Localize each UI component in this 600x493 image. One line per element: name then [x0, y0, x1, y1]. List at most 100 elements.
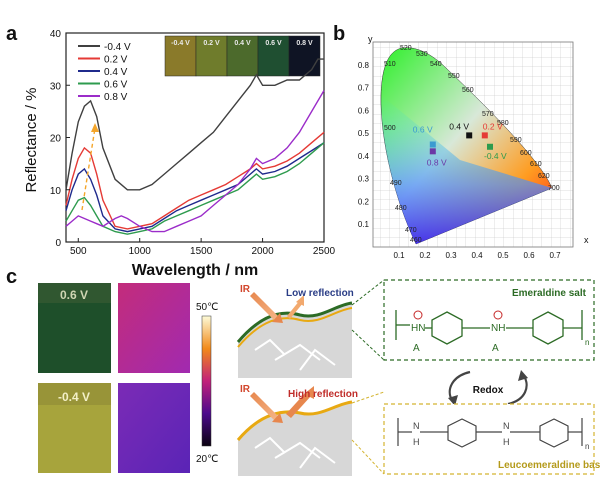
inset-swatch-1	[195, 35, 228, 77]
y-tick-label-1: 10	[50, 186, 62, 197]
n1-label: N	[413, 421, 420, 431]
series-line-3	[65, 142, 325, 235]
schematic-low-reflection: IR Low reflection	[236, 284, 354, 378]
emeraldine-label: Emeraldine salt	[512, 288, 587, 299]
plus-charge-2	[493, 310, 503, 320]
redox-cycle: Redox	[448, 370, 528, 406]
locus-label-3: 540	[430, 61, 442, 68]
high-reflection-label: High reflection	[288, 389, 358, 400]
panel-label-b: b	[333, 23, 345, 45]
color-inset: -0.4 V 0.2 V 0.4 V 0.6 V 0.8 V	[164, 35, 321, 77]
cie-y-tick-label-0: 0.1	[358, 220, 370, 229]
ir-arrow-out-top	[287, 300, 303, 319]
cie-y-label: y	[368, 34, 373, 44]
cie-x-tick-label-4: 0.5	[497, 251, 509, 260]
panel-label-c: c	[6, 266, 17, 288]
ir-label-bottom: IR	[240, 384, 251, 395]
y-tick-label-4: 40	[50, 29, 62, 40]
cie-x-tick-label-0: 0.1	[393, 251, 405, 260]
cie-y-tick-label-7: 0.8	[358, 61, 370, 70]
legend-label-1: 0.2 V	[104, 55, 128, 66]
locus-label-13: 700	[548, 185, 560, 192]
axis-ticks: 500 1000 1500 2000 2500 0 10 20 30 40	[50, 29, 336, 257]
cie-x-tick-label-2: 0.3	[445, 251, 457, 260]
series-line-2	[65, 142, 325, 233]
locus-label-10: 600	[520, 150, 532, 157]
n2-label: N	[503, 421, 510, 431]
cie-point-2	[466, 132, 473, 139]
locus-label-6: 500	[384, 125, 396, 132]
reflectance-chart: -0.4 V 0.2 V 0.4 V 0.6 V 0.8 V -0.4 V0.2 V0.…	[23, 29, 336, 279]
h1-label: H	[413, 437, 420, 447]
legend-label-0: -0.4 V	[104, 42, 131, 53]
cie-x-tick-label-3: 0.4	[471, 251, 483, 260]
series-group	[65, 58, 325, 235]
locus-label-9: 590	[510, 137, 522, 144]
redox-label: Redox	[473, 385, 504, 396]
ir-arrow-in-bottom	[250, 392, 280, 422]
ir-arrow-in-top	[250, 292, 280, 322]
cie-y-tick-label-4: 0.5	[358, 129, 370, 138]
low-reflection-label: Low reflection	[286, 288, 354, 299]
plus-charge-1	[413, 310, 423, 320]
cie-axis-ticks: 0.1 0.2 0.3 0.4 0.5 0.6 0.7 0.1 0.2 0.3 0.4 0.5 0.6 0…	[358, 61, 561, 260]
x-tick-label-0: 500	[70, 246, 87, 257]
x-tick-label-1: 1000	[129, 246, 152, 257]
y-tick-label-2: 20	[50, 134, 62, 145]
locus-label-11: 610	[530, 161, 542, 168]
n-subscript-top: n	[585, 338, 589, 347]
anion-label-2: A	[492, 343, 499, 354]
legend-label-4: 0.8 V	[104, 92, 128, 103]
colorbar-max: 50℃	[196, 302, 218, 313]
series-line-0	[65, 58, 324, 191]
y-axis-label: Reflectance / %	[23, 87, 40, 192]
ir-arrow-out-bottom	[286, 392, 311, 418]
anion-label-1: A	[413, 343, 420, 354]
x-tick-label-2: 1500	[190, 246, 213, 257]
cie-blue-region	[380, 95, 552, 244]
cie-point-label-1: 0.2 V	[483, 121, 503, 131]
x-tick-label-4: 2500	[313, 246, 336, 257]
inset-label-3: 0.6 V	[265, 40, 282, 47]
thermal-image-hot	[118, 283, 190, 373]
leuco-label: Leucoemeraldine base	[498, 460, 600, 471]
cie-x-label: x	[584, 235, 589, 245]
cie-point-label-0: -0.4 V	[484, 151, 507, 161]
cie-point-0	[487, 143, 493, 150]
photo-neg0.4V: -0.4 V	[38, 383, 111, 473]
cie-y-tick-label-2: 0.3	[358, 175, 370, 184]
nh-label: NH	[491, 323, 505, 334]
cie-point-1	[481, 132, 488, 139]
peak-shift-arrowhead	[91, 123, 99, 132]
cie-point-label-4: 0.8 V	[427, 157, 447, 167]
locus-label-12: 620	[538, 173, 550, 180]
x-tick-label-3: 2000	[251, 246, 274, 257]
inset-swatch-3	[257, 35, 290, 77]
cie-x-tick-label-5: 0.6	[523, 251, 535, 260]
ir-label-top: IR	[240, 284, 251, 295]
locus-label-7: 570	[482, 111, 494, 118]
locus-label-17: 460	[410, 237, 422, 244]
panel-label-a: a	[6, 23, 18, 45]
y-tick-label-0: 0	[55, 238, 61, 249]
series-line-1	[65, 131, 325, 230]
locus-label-8: 580	[497, 120, 509, 127]
locus-label-15: 480	[395, 205, 407, 212]
inset-label-2: 0.4 V	[234, 40, 251, 47]
cie-point-4	[429, 148, 436, 155]
temperature-colorbar	[201, 315, 212, 447]
hn-label: HN	[411, 323, 425, 334]
cie-point-3	[429, 141, 436, 148]
inset-label-4: 0.8 V	[296, 40, 313, 47]
photo-0.6V: 0.6 V	[38, 283, 111, 373]
cie-x-tick-label-6: 0.7	[549, 251, 561, 260]
inset-swatch-0	[164, 35, 197, 77]
photo-label-neg0.4V: -0.4 V	[58, 390, 90, 404]
legend-label-2: 0.4 V	[104, 67, 128, 78]
emeraldine-salt-box: Emeraldine salt HN NH A A n	[383, 279, 595, 361]
thermal-image-cool	[118, 383, 190, 473]
cie-y-tick-label-1: 0.2	[358, 197, 370, 206]
schematic-high-reflection: IR High reflection	[236, 384, 358, 476]
